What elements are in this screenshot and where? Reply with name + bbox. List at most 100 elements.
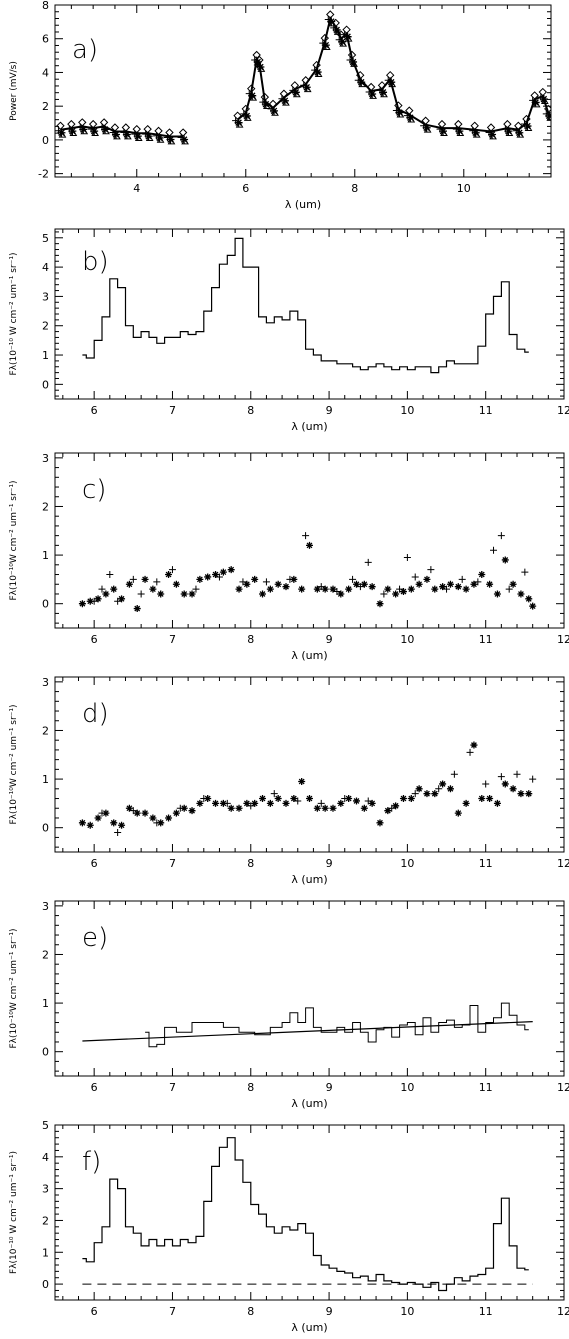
triangle-marker <box>505 129 514 136</box>
x-tick-label: 12 <box>557 857 569 870</box>
diamond-marker <box>421 116 430 125</box>
x-tick-label: 10 <box>400 404 414 417</box>
asterisk-marker <box>251 799 259 807</box>
asterisk-marker <box>227 566 235 574</box>
plus-marker <box>529 96 537 104</box>
asterisk-marker <box>493 590 501 598</box>
triangle-marker <box>396 110 405 118</box>
x-tick-label: 10 <box>400 857 414 870</box>
diamond-marker <box>301 76 310 85</box>
plus-marker <box>324 15 332 23</box>
diamond-marker <box>121 123 131 132</box>
triangle-marker <box>314 70 323 77</box>
diamond-marker <box>331 18 340 28</box>
x-axis-label: λ (um) <box>291 649 327 662</box>
plus-marker <box>384 76 392 84</box>
x-tick-label: 6 <box>91 404 98 417</box>
diamond-marker <box>377 81 387 90</box>
plus-marker <box>55 127 62 135</box>
triangle-marker <box>262 102 271 110</box>
plus-marker <box>223 799 231 807</box>
x-tick-label: 9 <box>326 1305 333 1318</box>
plus-marker <box>153 819 161 827</box>
plus-marker <box>87 125 95 133</box>
asterisk-marker <box>78 600 86 608</box>
plus-marker <box>262 578 270 586</box>
plus-marker <box>253 61 261 69</box>
triangle-marker <box>388 80 397 88</box>
plus-marker <box>469 127 477 135</box>
plus-marker <box>482 780 490 788</box>
asterisk-marker <box>243 799 251 807</box>
panel-label: c) <box>82 475 106 505</box>
triangle-marker <box>524 124 533 131</box>
asterisk-marker <box>360 804 368 812</box>
plus-marker <box>302 532 310 540</box>
asterisk-marker <box>407 585 415 593</box>
x-tick-label: 12 <box>557 1081 569 1094</box>
triangle-marker <box>489 132 497 140</box>
asterisk-marker <box>337 799 345 807</box>
asterisk-marker <box>329 804 337 812</box>
asterisk-marker <box>407 795 415 803</box>
diamond-marker <box>538 87 548 97</box>
x-tick-label: 6 <box>91 857 98 870</box>
asterisk-marker <box>446 580 454 588</box>
data-layer <box>82 1137 533 1292</box>
asterisk-marker <box>298 585 306 593</box>
plus-marker <box>168 566 176 574</box>
step-spectrum <box>82 237 529 374</box>
asterisk-marker <box>376 600 384 608</box>
plus-marker <box>245 90 253 98</box>
y-tick-label: 5 <box>42 1119 49 1132</box>
plus-marker <box>120 128 128 136</box>
asterisk-marker <box>525 790 533 798</box>
asterisk-marker <box>165 571 173 579</box>
asterisk-marker <box>212 571 220 579</box>
y-tick-label: 0 <box>42 822 49 835</box>
plus-marker <box>497 532 505 540</box>
triangle-marker <box>322 43 331 50</box>
y-tick-label: 4 <box>42 1151 49 1164</box>
plus-marker <box>497 773 505 781</box>
asterisk-marker <box>149 814 157 822</box>
data-layer <box>55 10 551 145</box>
asterisk-marker <box>501 780 509 788</box>
triangle-marker <box>124 132 132 140</box>
asterisk-marker <box>172 580 180 588</box>
asterisk-marker <box>133 809 141 817</box>
asterisk-marker <box>415 785 423 793</box>
asterisk-marker <box>78 819 86 827</box>
x-tick-label: 8 <box>247 633 254 646</box>
asterisk-marker <box>157 590 165 598</box>
y-tick-label: 3 <box>42 1183 49 1196</box>
asterisk-marker <box>196 799 204 807</box>
asterisk-marker <box>180 804 188 812</box>
x-tick-label: 9 <box>326 633 333 646</box>
asterisk-marker <box>204 795 212 803</box>
diamond-marker <box>99 118 109 127</box>
plus-marker <box>435 785 443 793</box>
plus-marker <box>420 122 428 130</box>
plus-marker <box>153 578 161 586</box>
plus-marker <box>294 797 302 805</box>
panel-label: e) <box>82 923 108 953</box>
y-tick-label: 2 <box>42 320 49 333</box>
asterisk-marker <box>517 590 525 598</box>
plus-marker <box>411 790 419 798</box>
plot-frame <box>54 4 552 178</box>
plus-marker <box>278 95 286 103</box>
x-tick-label: 11 <box>479 857 493 870</box>
plus-marker <box>240 110 248 118</box>
plus-marker <box>131 130 139 138</box>
asterisk-marker <box>345 585 353 593</box>
x-tick-label: 8 <box>247 404 254 417</box>
y-tick-label: 3 <box>42 452 49 465</box>
asterisk-marker <box>165 814 173 822</box>
x-axis-label: λ (um) <box>291 873 327 886</box>
plus-marker <box>137 590 145 598</box>
plus-marker <box>142 130 150 138</box>
plus-marker <box>311 66 319 74</box>
asterisk-marker <box>219 568 227 576</box>
